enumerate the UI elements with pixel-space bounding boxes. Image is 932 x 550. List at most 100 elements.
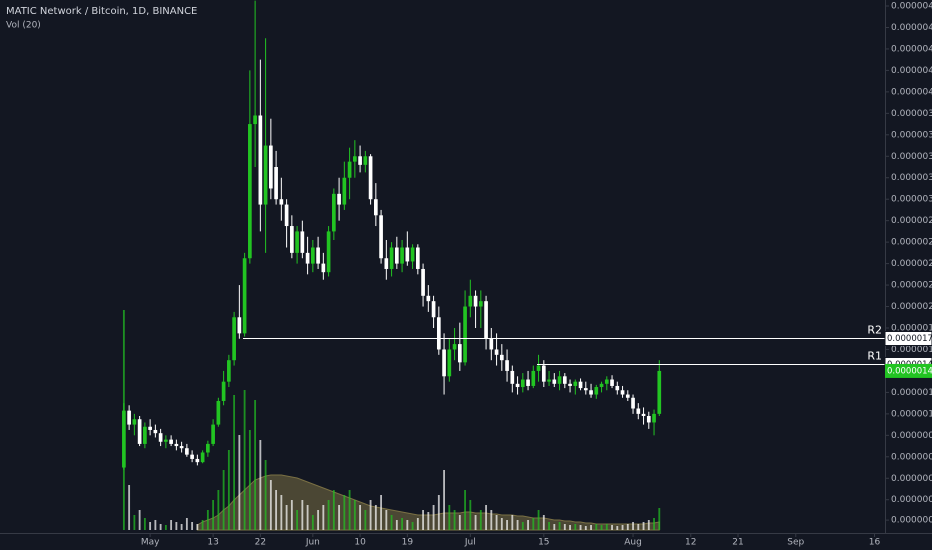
y-tick-label: 0.00000120 <box>891 388 932 398</box>
volume-bar <box>285 505 288 530</box>
candle-body <box>447 349 452 377</box>
candle-body <box>531 370 536 386</box>
candle-body <box>415 247 420 269</box>
candle-body <box>227 360 231 382</box>
candle-body <box>242 258 247 334</box>
volume-bar <box>485 505 487 530</box>
y-tick-label: 0.00000080 <box>891 431 932 441</box>
volume-bar <box>364 510 367 530</box>
candle-body <box>169 439 173 444</box>
candle-body <box>468 295 473 307</box>
candle-body <box>368 156 373 200</box>
candle-body <box>137 419 142 444</box>
volume-bar <box>201 520 204 530</box>
volume-bar <box>453 510 456 530</box>
volume-bar <box>647 520 650 530</box>
volume-bar <box>448 505 451 530</box>
volume-bar <box>464 490 466 530</box>
volume-bar <box>395 520 398 530</box>
y-tick-label: 0.00000280 <box>891 216 932 226</box>
candle-body <box>505 360 509 371</box>
volume-bar <box>227 450 230 530</box>
volume-bar <box>290 500 293 530</box>
candle-body <box>153 429 158 434</box>
volume-bar <box>301 500 304 530</box>
candle-body <box>641 413 646 417</box>
volume-bar <box>532 518 535 530</box>
candle-body <box>657 370 662 414</box>
volume-bar <box>542 515 545 530</box>
candle-body <box>636 408 641 414</box>
candle-body <box>610 379 614 386</box>
candle-body <box>515 383 520 388</box>
volume-bar <box>338 505 341 530</box>
x-tick-label: 13 <box>207 538 218 548</box>
candle-body <box>589 390 593 395</box>
volume-bar <box>569 525 571 530</box>
candle-body <box>578 381 583 389</box>
candle-body <box>279 199 284 205</box>
volume-bar <box>516 520 519 530</box>
volume-bar <box>474 515 477 530</box>
plot: 0.00000001 0.00000020 0.00000040 0.00000060… <box>122 0 932 548</box>
volume-bar <box>490 510 493 530</box>
volume-bar <box>374 505 377 530</box>
volume-bar <box>600 525 603 530</box>
volume-bar <box>458 515 461 530</box>
candle-body <box>258 115 263 205</box>
candle-body <box>536 365 541 371</box>
candle-body <box>478 301 483 307</box>
volume-bar <box>500 518 503 530</box>
candle-body <box>211 424 215 444</box>
candle-body <box>248 124 252 259</box>
level-name: R2 <box>867 324 882 337</box>
y-tick-label: 0.00000220 <box>891 281 932 291</box>
candle-body <box>158 433 163 442</box>
volume-bar <box>584 526 587 530</box>
volume-bar <box>590 525 592 530</box>
candle-body <box>604 379 609 384</box>
candle-body <box>190 454 194 459</box>
candle-body <box>216 400 221 425</box>
volume-bar <box>642 522 645 530</box>
volume-bar <box>306 505 309 530</box>
candle-body <box>405 247 410 262</box>
volume-bar <box>275 490 278 530</box>
volume-bar <box>222 470 225 530</box>
y-tick-label: 0.00000020 <box>891 495 932 505</box>
candle-body <box>510 370 515 384</box>
candle-body <box>489 338 494 350</box>
candle-body <box>143 426 147 444</box>
candle-body <box>410 247 415 262</box>
candle-body <box>263 145 268 205</box>
volume-bar <box>212 500 215 530</box>
y-tick-label: 0.00000060 <box>891 452 932 462</box>
candle-body <box>200 452 205 463</box>
volume-bar <box>553 524 556 530</box>
candle-body <box>174 443 179 447</box>
volume-bar <box>170 520 173 530</box>
candle-body <box>426 295 431 302</box>
volume-bar <box>521 522 524 530</box>
candle-body <box>269 145 273 189</box>
volume-bar <box>537 510 540 530</box>
candle-body <box>389 247 394 269</box>
candle-body <box>520 379 525 388</box>
candle-body <box>473 295 478 307</box>
candle-body <box>253 115 257 125</box>
chart-title: MATIC Network / Bitcoin, 1D, BINANCE <box>6 6 197 17</box>
volume-bar <box>653 518 655 530</box>
volume-bar <box>322 505 325 530</box>
volume-bar <box>574 524 577 530</box>
candle-body <box>526 379 530 386</box>
candle-body <box>583 388 588 391</box>
volume-bar <box>243 390 246 530</box>
y-tick-label: 0.00000040 <box>891 474 932 484</box>
volume-bar <box>149 522 152 530</box>
candle-body <box>625 394 630 398</box>
candle-body <box>321 263 326 273</box>
volume-bar <box>248 430 251 530</box>
y-tick-label: 0.00000100 <box>891 409 932 419</box>
volume-bar <box>506 520 508 530</box>
